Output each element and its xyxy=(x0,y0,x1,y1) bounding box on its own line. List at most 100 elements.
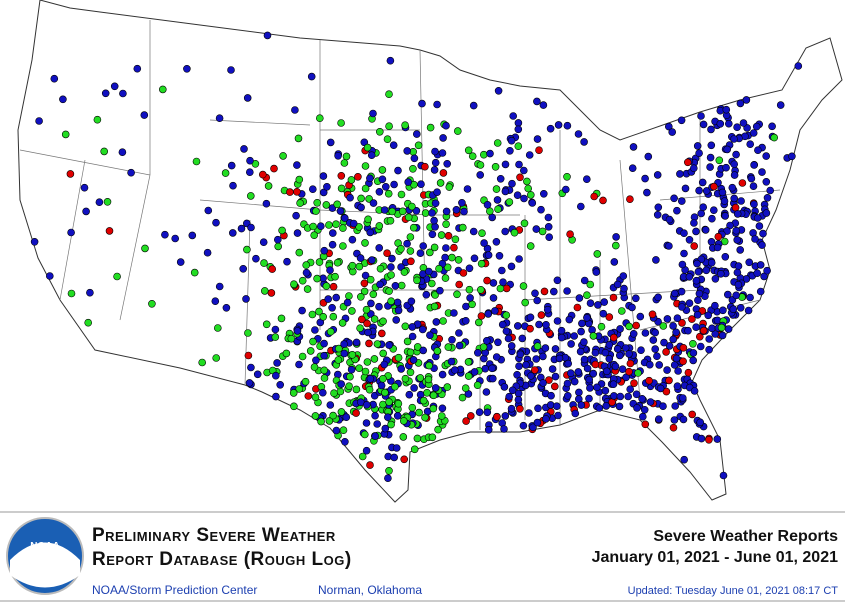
report-dot xyxy=(576,202,585,211)
report-dot xyxy=(465,264,474,273)
report-dot xyxy=(755,222,764,230)
report-dot xyxy=(364,215,372,224)
report-dot xyxy=(717,323,726,332)
report-dot xyxy=(352,338,361,347)
report-dot xyxy=(383,249,391,257)
report-dot xyxy=(436,179,445,187)
report-dot xyxy=(525,151,534,159)
report-dot xyxy=(589,369,598,378)
report-dot xyxy=(708,214,716,223)
report-dot xyxy=(367,299,375,308)
report-dot xyxy=(749,182,758,190)
report-dot xyxy=(595,404,604,412)
report-dot xyxy=(93,115,102,124)
report-dot xyxy=(379,374,387,383)
report-dot xyxy=(418,325,427,334)
report-dot xyxy=(444,343,453,351)
report-dot xyxy=(683,158,692,167)
report-dot xyxy=(766,186,775,195)
report-dot xyxy=(404,213,413,222)
report-dot xyxy=(316,222,325,230)
report-dot xyxy=(436,286,444,295)
report-dot xyxy=(762,209,771,217)
report-dot xyxy=(278,226,286,235)
report-dot xyxy=(463,185,472,193)
report-dot xyxy=(625,350,633,358)
report-dot xyxy=(665,242,673,250)
report-dot xyxy=(619,272,628,280)
report-dot xyxy=(705,435,713,444)
report-dot xyxy=(410,445,419,454)
report-dot xyxy=(360,287,369,296)
report-dot xyxy=(574,130,583,138)
report-dot xyxy=(468,300,476,309)
report-dot xyxy=(418,99,426,108)
report-dot xyxy=(312,356,320,365)
report-dot xyxy=(504,334,513,343)
report-dot xyxy=(641,174,649,183)
report-dot xyxy=(271,371,280,380)
report-dot xyxy=(423,388,431,397)
report-dot xyxy=(334,356,343,364)
report-dot xyxy=(211,297,220,306)
report-dot xyxy=(413,343,422,351)
report-dot xyxy=(749,129,758,137)
report-dot xyxy=(762,152,771,160)
report-dot xyxy=(428,230,437,239)
report-dot xyxy=(697,209,706,218)
report-dot xyxy=(710,182,718,191)
report-dot xyxy=(434,425,442,434)
report-dot xyxy=(427,279,436,288)
report-dot xyxy=(400,455,409,464)
report-dot xyxy=(723,290,732,299)
report-dot xyxy=(537,311,546,319)
report-dot xyxy=(654,203,663,212)
report-dot xyxy=(706,163,714,171)
report-dot xyxy=(491,163,500,171)
report-dot xyxy=(464,372,473,380)
report-dot xyxy=(113,272,121,281)
report-dot xyxy=(286,188,294,196)
report-dot xyxy=(348,350,357,359)
report-dot xyxy=(561,185,570,194)
report-dot xyxy=(461,384,470,393)
report-dot xyxy=(470,254,479,263)
report-dot xyxy=(392,444,401,452)
report-dot xyxy=(507,136,516,145)
report-dot xyxy=(526,313,535,322)
report-dot xyxy=(441,253,449,262)
report-dot xyxy=(354,173,362,181)
report-dot xyxy=(580,138,588,146)
report-dot xyxy=(298,276,307,285)
report-dot xyxy=(264,182,273,190)
report-dot xyxy=(100,147,108,156)
report-dot xyxy=(699,120,708,129)
report-dot xyxy=(692,276,701,285)
report-dot xyxy=(450,243,458,252)
report-dot xyxy=(431,291,439,299)
report-dot xyxy=(348,307,356,315)
report-dot xyxy=(689,164,698,172)
logo-wave xyxy=(10,542,80,588)
report-dot xyxy=(493,196,502,204)
report-dot xyxy=(290,280,298,289)
report-dot xyxy=(625,322,633,331)
report-dot xyxy=(328,303,336,312)
report-dot xyxy=(577,327,585,336)
report-dot xyxy=(736,246,745,254)
report-dot xyxy=(386,56,395,65)
report-dot xyxy=(394,306,403,315)
report-dot xyxy=(383,135,392,143)
report-dot xyxy=(362,400,371,409)
report-dot xyxy=(670,416,679,424)
report-dot xyxy=(484,425,493,434)
report-dot xyxy=(405,390,414,399)
report-dot xyxy=(762,178,771,186)
report-dot xyxy=(355,262,364,271)
report-dot xyxy=(613,345,622,353)
report-dot xyxy=(493,412,501,421)
report-dot xyxy=(325,221,333,229)
report-dot xyxy=(589,332,598,340)
report-dot xyxy=(362,305,371,314)
report-dot xyxy=(415,408,423,417)
